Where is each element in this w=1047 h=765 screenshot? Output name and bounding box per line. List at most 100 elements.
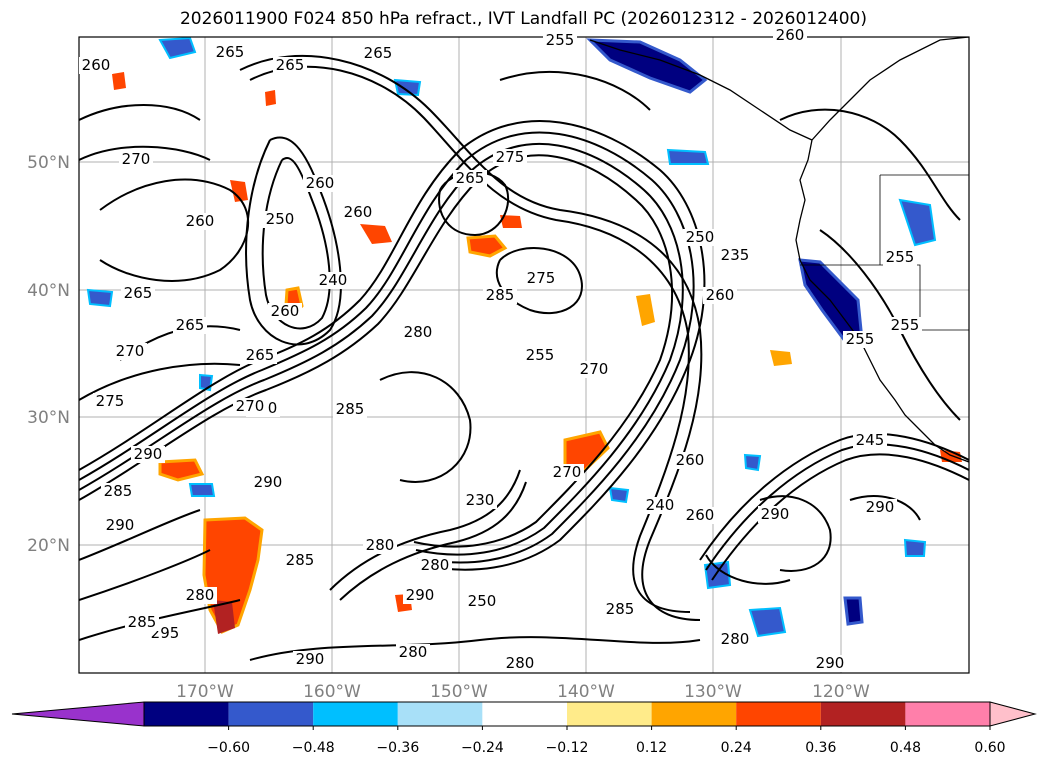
contour-label: 250 [266,210,295,228]
contour-label: 260 [676,451,705,469]
contour-label-bg [463,492,497,509]
contour-label-bg [853,432,887,449]
contour-label-bg [119,151,153,168]
colorbar-segment [905,702,990,726]
colorbar-segment [313,702,398,726]
shade-negative [666,148,710,165]
contour-label: 280 [421,556,450,574]
lat-tick-label: 50°N [27,153,70,173]
contour-label: 265 [216,43,245,61]
contour-label-bg [213,44,247,61]
shade-positive [158,458,205,482]
contour-line [79,142,684,556]
contour-label-bg [283,552,317,569]
contour-label: 285 [104,482,133,500]
contour-label-bg [843,331,877,348]
lat-tick-label: 40°N [27,281,70,301]
colorbar-segment [651,702,737,726]
shade-positive [500,215,522,228]
contour-label-bg [543,32,577,49]
contour-label: 230 [466,491,495,509]
contour-label: 250 [686,228,715,246]
contour-label-bg [333,401,367,418]
contour-labels: 265 265 260 265 255 270 265 260 275 265 260 260 250 2… [79,26,922,672]
contour-label-bg [341,204,375,221]
shade-negative [743,453,762,472]
colorbar-extend-max [989,701,1037,727]
contour-label: 255 [846,330,875,348]
contour-label: 255 [891,316,920,334]
contour-label: 265 [364,44,393,62]
coastline [795,37,969,463]
contour-line [249,65,691,613]
shade-negative [703,560,732,590]
contour-label-bg [263,211,297,228]
shade-positive [770,350,792,366]
contour-label-bg [131,446,165,463]
contour-label-bg [303,175,337,192]
lon-tick-label: 160°W [303,682,361,702]
contour-label: 285 [486,286,515,304]
contour-label: 285 [128,613,157,631]
shade-positive [265,90,276,106]
contour-label-bg [243,347,277,364]
contour-label-bg [183,213,217,230]
colorbar-segment [736,702,821,726]
contour-label-bg [523,347,557,364]
shade-positive [360,224,392,244]
contour-label: 260 [776,26,805,44]
contour-line [779,108,961,221]
contour-label: 255 [526,346,555,364]
contour-label-bg [813,655,847,672]
colorbar-segment [228,702,314,726]
contour-label: 290 [761,505,790,523]
contour-label-bg [718,247,752,264]
colorbar-extend-min [11,701,145,727]
contour-line [339,481,527,601]
contour-line [759,495,832,572]
contour-line [79,599,241,641]
map-frame [78,36,970,674]
contour-label-bg [673,452,707,469]
contour-label: 290 [406,586,435,604]
contour-label: 260 [686,506,715,524]
colorbar-tick-label: 0.24 [721,740,752,756]
contour-label-bg [643,497,677,514]
latitude-labels: 50°N 40°N 30°N 20°N [27,153,70,556]
contour-label-bg [293,651,327,668]
colorbar-tick-label: −0.24 [461,740,504,756]
contour-label-bg [418,557,452,574]
contour-label: 260 [271,302,300,320]
contour-label-bg [361,45,395,62]
contour-label: 260 [186,212,215,230]
shade-positive [466,234,508,258]
contour-label-bg [683,507,717,524]
contour-line [239,54,703,621]
colorbar-tick-labels: −0.60 −0.48 −0.36 −0.24 −0.12 0.12 0.24 0.36 0.4… [207,726,1006,756]
contour-line [79,131,695,564]
contour-label-bg [718,631,752,648]
contour-label: 265 [124,284,153,302]
shade-negative [199,373,214,392]
contour-line [499,71,651,111]
contour-label: 275 [96,392,125,410]
contour-line [79,145,211,161]
contour-label-bg [483,287,517,304]
shade-negative [608,486,630,504]
chart-title: 2026011900 F024 850 hPa refract., IVT La… [179,9,867,29]
lon-tick-label: 120°W [812,682,870,702]
lon-tick-label: 140°W [557,682,615,702]
contour-line [711,453,969,581]
shade-negative [898,198,937,247]
coastline-layer [589,37,969,463]
colorbar-tick-label: 0.12 [636,740,667,756]
contour-label-bg [524,270,558,287]
contour-label: 235 [721,246,750,264]
contour-label-bg [453,170,487,187]
contour-label: 270 [236,397,265,415]
colorbar-tick-label: 0.60 [974,740,1005,756]
contour-label-bg [233,398,267,415]
contour-label: 240 [646,496,675,514]
contour-label-bg [863,499,897,516]
